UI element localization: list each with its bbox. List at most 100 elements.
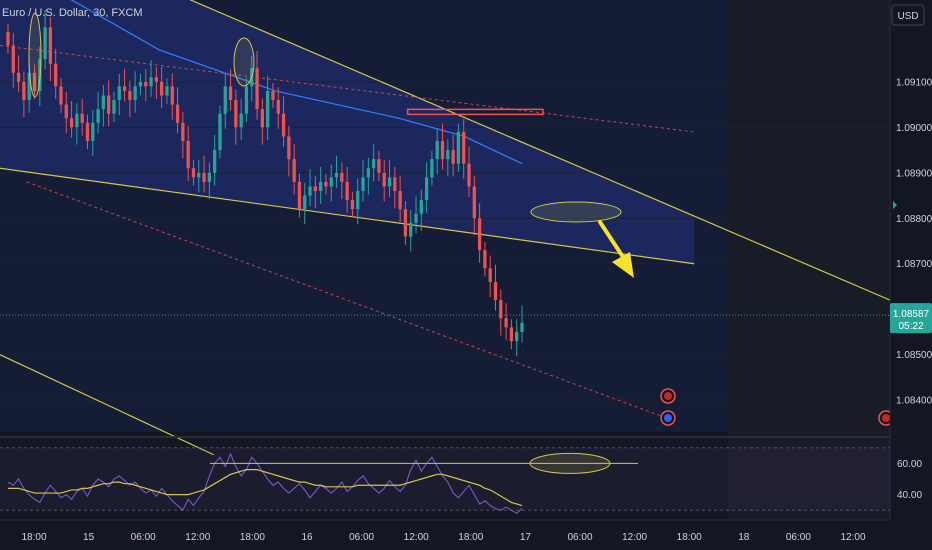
candle[interactable] [430, 159, 434, 178]
candle[interactable] [11, 45, 15, 73]
candle[interactable] [403, 209, 408, 237]
candle[interactable] [334, 172, 339, 178]
candle[interactable] [165, 86, 169, 96]
candle[interactable] [377, 159, 381, 173]
candle[interactable] [515, 331, 519, 342]
candle[interactable] [69, 118, 74, 128]
candle[interactable] [287, 136, 291, 160]
candle[interactable] [43, 27, 47, 60]
candle[interactable] [276, 100, 280, 114]
candle[interactable] [213, 150, 217, 173]
candle[interactable] [356, 190, 360, 210]
candle[interactable] [271, 90, 275, 101]
dashed-trendline[interactable] [0, 44, 695, 133]
candle[interactable] [154, 77, 159, 82]
candle[interactable] [22, 81, 26, 101]
trendline[interactable] [0, 167, 695, 265]
candle[interactable] [435, 140, 439, 160]
candle[interactable] [223, 86, 227, 114]
candle[interactable] [170, 86, 174, 105]
candle[interactable] [202, 172, 206, 182]
candle[interactable] [483, 250, 487, 269]
candle[interactable] [281, 113, 286, 137]
candle[interactable] [451, 150, 455, 164]
candle[interactable] [234, 100, 238, 128]
symbol-title[interactable]: Euro / U.S. Dollar, 30, FXCM [2, 7, 143, 19]
rsi-line[interactable] [7, 452, 523, 514]
candle[interactable] [440, 140, 445, 160]
candle[interactable] [160, 81, 164, 96]
candle[interactable] [107, 95, 111, 114]
candle[interactable] [520, 322, 524, 332]
candle[interactable] [504, 318, 508, 328]
candle[interactable] [297, 181, 302, 210]
candle[interactable] [266, 90, 270, 128]
candle[interactable] [207, 172, 212, 182]
candle[interactable] [48, 27, 53, 64]
candle[interactable] [393, 177, 397, 191]
candle[interactable] [80, 113, 84, 123]
currency-button[interactable]: USD [891, 4, 925, 26]
highlight-ellipse[interactable] [233, 37, 255, 87]
candle[interactable] [308, 186, 312, 196]
candle[interactable] [117, 86, 121, 101]
candle[interactable] [138, 81, 143, 87]
candle[interactable] [27, 72, 31, 101]
candle[interactable] [329, 177, 333, 187]
candle[interactable] [54, 63, 58, 87]
candle[interactable] [6, 31, 10, 46]
moving-average-line[interactable] [0, 0, 523, 165]
time-axis[interactable]: 18:00 15 06:00 12:00 18:00 16 06:00 12:00 18:00 1… [21, 532, 865, 543]
candle[interactable] [324, 181, 328, 187]
candle[interactable] [340, 172, 344, 182]
candle[interactable] [197, 172, 201, 178]
candle[interactable] [228, 86, 233, 101]
highlight-ellipse[interactable] [530, 201, 622, 223]
candle[interactable] [414, 213, 418, 223]
down-arrow-shaft[interactable] [598, 220, 625, 259]
candle[interactable] [303, 195, 307, 210]
candle[interactable] [191, 168, 196, 178]
rsi-ma-line[interactable] [8, 469, 523, 507]
candle[interactable] [382, 172, 386, 187]
candle[interactable] [398, 190, 402, 210]
candle[interactable] [186, 140, 190, 169]
trendline[interactable] [0, 354, 214, 456]
candle[interactable] [318, 181, 323, 191]
down-arrow-head-icon[interactable] [612, 252, 634, 278]
candle[interactable] [96, 109, 100, 123]
candle[interactable] [499, 300, 503, 319]
candle[interactable] [59, 86, 63, 105]
candle[interactable] [181, 122, 185, 141]
highlight-ellipse[interactable] [28, 12, 42, 98]
candle[interactable] [32, 72, 37, 91]
candle[interactable] [361, 177, 365, 191]
candle[interactable] [493, 281, 498, 301]
candle[interactable] [244, 86, 249, 114]
candle[interactable] [85, 122, 90, 141]
candle[interactable] [462, 131, 466, 164]
candle[interactable] [64, 104, 68, 119]
candle[interactable] [16, 72, 21, 82]
candle[interactable] [488, 268, 492, 282]
candle[interactable] [350, 200, 355, 210]
resistance-zone[interactable] [406, 108, 544, 116]
candle[interactable] [313, 186, 317, 191]
candle[interactable] [122, 86, 127, 91]
rsi-highlight-ellipse[interactable] [529, 452, 611, 474]
candle[interactable] [101, 95, 106, 110]
candle[interactable] [472, 186, 476, 219]
candle[interactable] [112, 100, 116, 114]
candle[interactable] [149, 77, 153, 87]
candle[interactable] [424, 177, 429, 201]
candle[interactable] [255, 68, 259, 110]
candle[interactable] [419, 200, 423, 214]
candle[interactable] [409, 222, 413, 237]
candle[interactable] [260, 109, 264, 128]
candle[interactable] [509, 327, 514, 342]
candle[interactable] [91, 122, 95, 141]
candle[interactable] [467, 163, 471, 187]
candle[interactable] [175, 104, 180, 123]
candle[interactable] [133, 86, 137, 101]
